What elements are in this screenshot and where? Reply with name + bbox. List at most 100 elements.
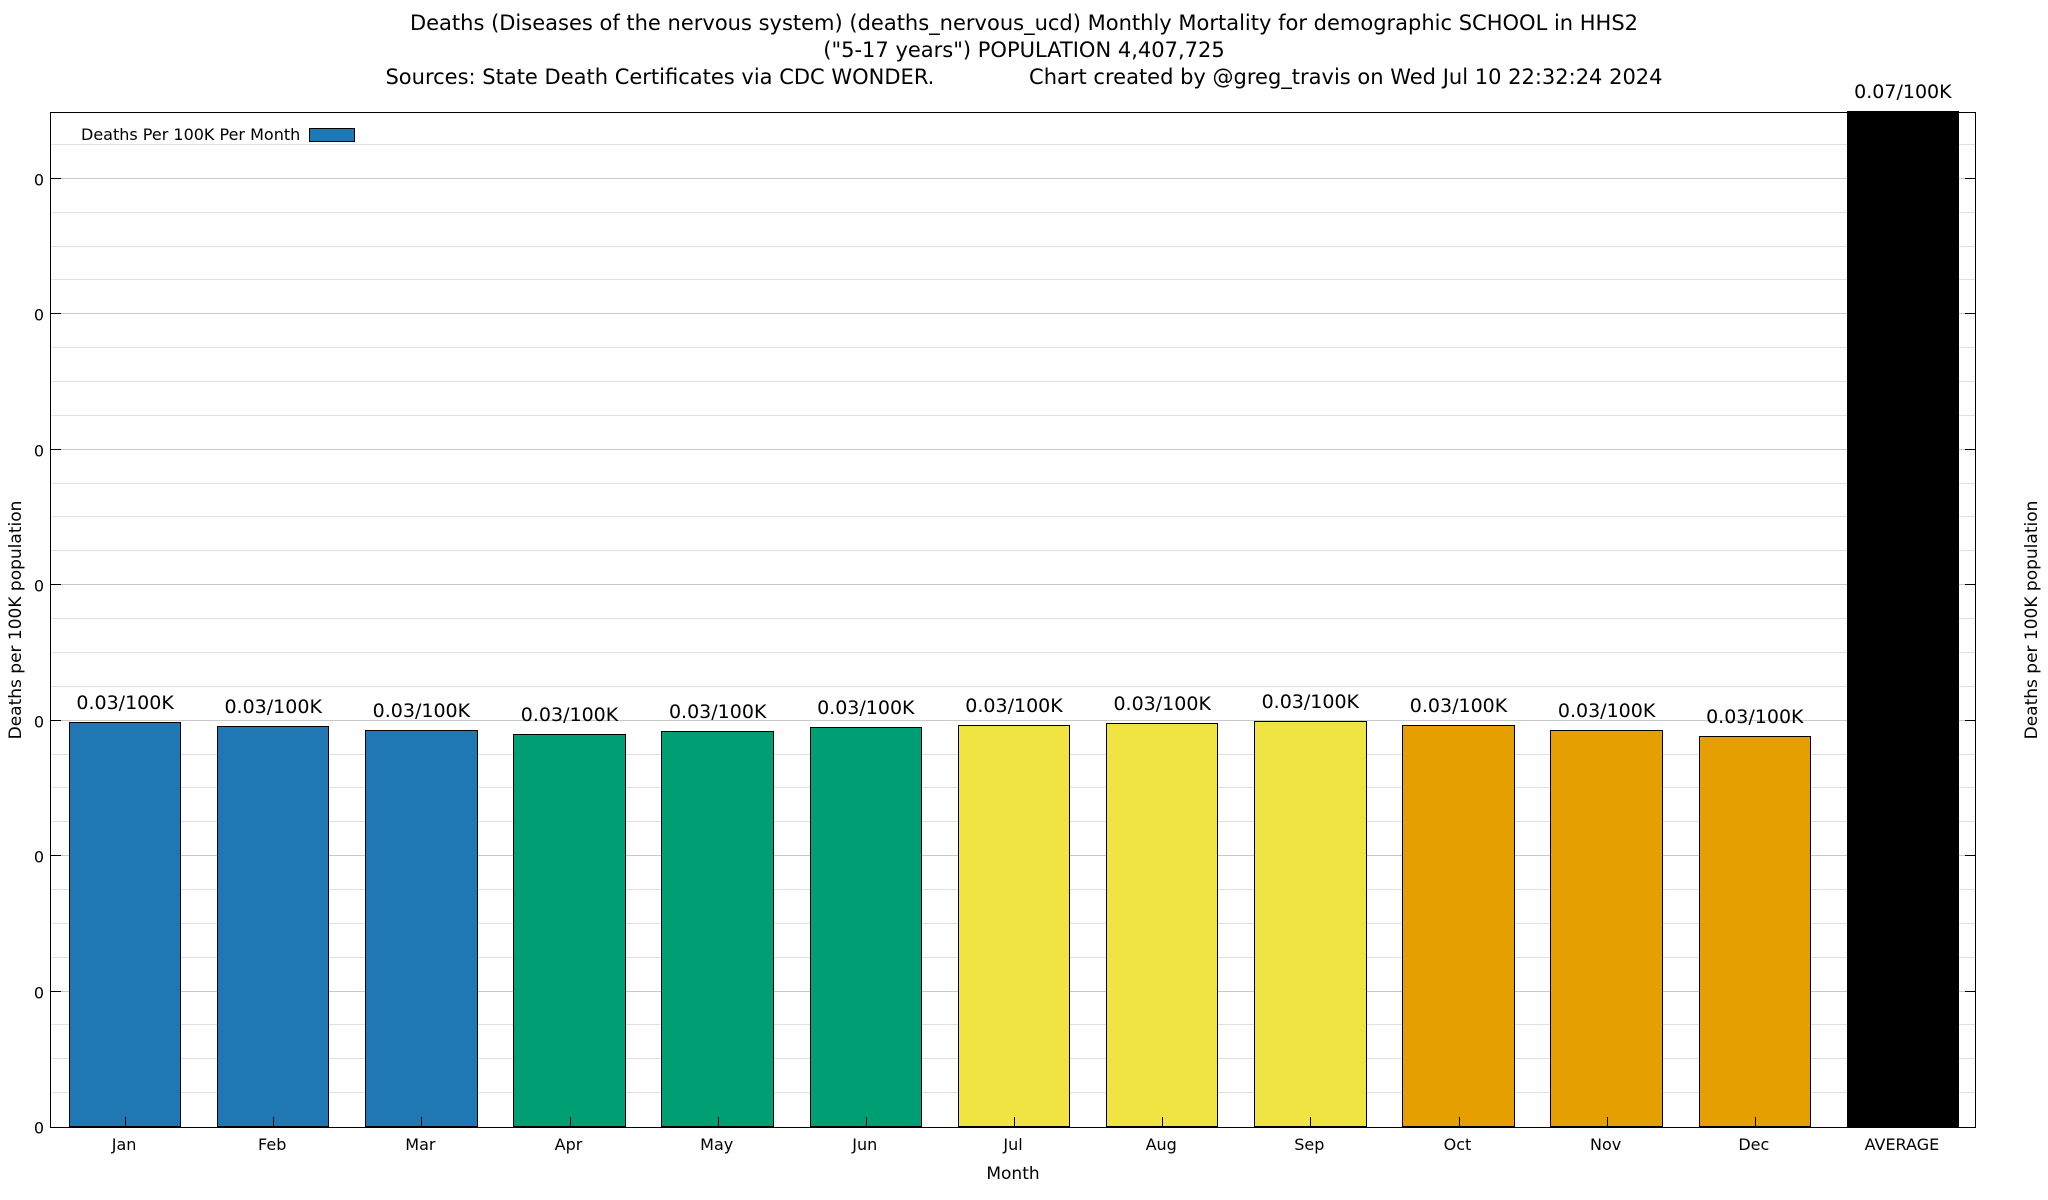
- bar-oct: [1402, 724, 1515, 1127]
- y-axis-tick-label: 0: [33, 170, 44, 190]
- bar-mar: [365, 730, 478, 1127]
- minor-gridline: [51, 414, 1975, 416]
- y-axis-tick-label: 0: [33, 576, 44, 596]
- y-tick-mark-left: [51, 719, 61, 721]
- minor-gridline: [51, 143, 1975, 145]
- chart-credit: Chart created by @greg_travis on Wed Jul…: [1029, 65, 1663, 89]
- x-axis-tick-label: Aug: [1145, 1135, 1177, 1154]
- bar-apr: [513, 734, 626, 1127]
- x-axis-tick-label: Dec: [1738, 1135, 1770, 1154]
- x-tick-mark: [865, 1117, 867, 1127]
- minor-gridline: [51, 482, 1975, 484]
- y-tick-mark-left: [51, 313, 61, 315]
- minor-gridline: [51, 245, 1975, 247]
- minor-gridline: [51, 516, 1975, 518]
- major-gridline: [51, 448, 1975, 450]
- x-axis-tick-label: Oct: [1443, 1135, 1472, 1154]
- x-axis-tick-label: Nov: [1589, 1135, 1622, 1154]
- major-gridline: [51, 584, 1975, 586]
- x-tick-mark: [273, 1117, 275, 1127]
- bar-value-label: 0.07/100K: [1854, 81, 1952, 103]
- legend-swatch: [309, 127, 356, 142]
- minor-gridline: [51, 347, 1975, 349]
- x-tick-mark: [1014, 1117, 1015, 1127]
- y-axis-label-left: Deaths per 100K population: [6, 500, 26, 740]
- bar-jul: [957, 724, 1071, 1127]
- bar-jan: [68, 722, 182, 1127]
- x-axis-tick-label: May: [700, 1135, 734, 1154]
- y-tick-mark-right: [1965, 448, 1975, 450]
- y-axis-tick-label: 0: [33, 305, 44, 325]
- y-tick-mark-right: [1965, 177, 1975, 179]
- bar-value-label: 0.03/100K: [520, 704, 619, 727]
- major-gridline: [51, 313, 1975, 315]
- bar-value-label: 0.03/100K: [76, 692, 174, 714]
- chart-header: Deaths (Diseases of the nervous system) …: [0, 10, 2048, 91]
- x-axis-tick-label: Sep: [1294, 1135, 1325, 1154]
- chart-title-line1: Deaths (Diseases of the nervous system) …: [409, 11, 1639, 35]
- y-tick-mark-left: [51, 584, 61, 586]
- x-tick-mark: [1458, 1117, 1460, 1127]
- minor-gridline: [51, 550, 1975, 552]
- y-tick-mark-right: [1965, 313, 1975, 315]
- y-axis-tick-label: 0: [33, 712, 44, 732]
- bar-value-label: 0.03/100K: [1261, 690, 1360, 713]
- x-axis-tick-label: Jun: [852, 1135, 878, 1154]
- bar-may: [661, 731, 774, 1127]
- minor-gridline: [51, 279, 1975, 281]
- minor-gridline: [51, 651, 1975, 653]
- bar-feb: [216, 726, 330, 1127]
- y-tick-mark-left: [51, 855, 61, 857]
- bar-value-label: 0.03/100K: [668, 701, 767, 724]
- bar-jun: [809, 727, 923, 1127]
- chart-source-line: Sources: State Death Certificates via CD…: [0, 64, 2048, 91]
- y-tick-mark-left: [51, 990, 61, 992]
- x-axis-tick-label: Apr: [554, 1135, 583, 1154]
- x-tick-mark: [1754, 1117, 1756, 1127]
- minor-gridline: [51, 685, 1975, 687]
- legend-label: Deaths Per 100K Per Month: [81, 125, 301, 144]
- x-tick-mark: [1606, 1117, 1608, 1127]
- bar-value-label: 0.03/100K: [965, 694, 1063, 717]
- bar-nov: [1550, 730, 1663, 1127]
- x-axis-tick-label: AVERAGE: [1864, 1135, 1940, 1154]
- y-tick-mark-right: [1965, 990, 1975, 992]
- y-axis-tick-label: 0: [33, 847, 44, 867]
- bar-value-label: 0.03/100K: [1706, 705, 1804, 728]
- x-axis-tick-label: Feb: [258, 1135, 287, 1154]
- x-axis-tick-label: Jan: [111, 1135, 137, 1154]
- x-tick-mark: [569, 1117, 571, 1127]
- bar-aug: [1105, 723, 1219, 1127]
- x-tick-mark: [1310, 1117, 1312, 1127]
- bar-value-label: 0.03/100K: [1113, 693, 1211, 716]
- y-tick-mark-left: [51, 177, 61, 179]
- x-tick-mark: [1902, 1117, 1904, 1127]
- bar-value-label: 0.03/100K: [1409, 694, 1508, 717]
- y-tick-mark-right: [1965, 584, 1975, 586]
- y-tick-mark-right: [1965, 855, 1975, 857]
- major-gridline: [51, 719, 1975, 721]
- x-axis-tick-label: Mar: [405, 1135, 436, 1154]
- bar-value-label: 0.03/100K: [224, 696, 322, 718]
- bar-sep: [1254, 720, 1367, 1127]
- x-tick-mark: [1162, 1117, 1164, 1127]
- x-tick-mark: [125, 1117, 127, 1127]
- x-axis-label: Month: [986, 1164, 1040, 1184]
- minor-gridline: [51, 618, 1975, 619]
- y-axis-tick-label: 0: [33, 1118, 44, 1138]
- x-axis-tick-label: Jul: [1003, 1135, 1023, 1154]
- y-axis-tick-label: 0: [33, 441, 44, 461]
- y-axis-tick-label: 0: [33, 983, 44, 1002]
- bar-value-label: 0.03/100K: [372, 700, 471, 723]
- plot-area: Deaths Per 100K Per Month 0.03/100K 0.03/…: [50, 81, 1976, 1128]
- bar-value-label: 0.03/100K: [1557, 700, 1656, 723]
- y-tick-mark-left: [51, 448, 61, 450]
- x-tick-mark: [421, 1117, 423, 1127]
- major-gridline: [51, 177, 1975, 179]
- y-axis-label-right: Deaths per 100K population: [2022, 500, 2042, 740]
- y-tick-mark-right: [1965, 719, 1975, 721]
- bar-average: [1846, 111, 1960, 1127]
- legend: Deaths Per 100K Per Month: [81, 125, 356, 144]
- bar-dec: [1698, 735, 1812, 1127]
